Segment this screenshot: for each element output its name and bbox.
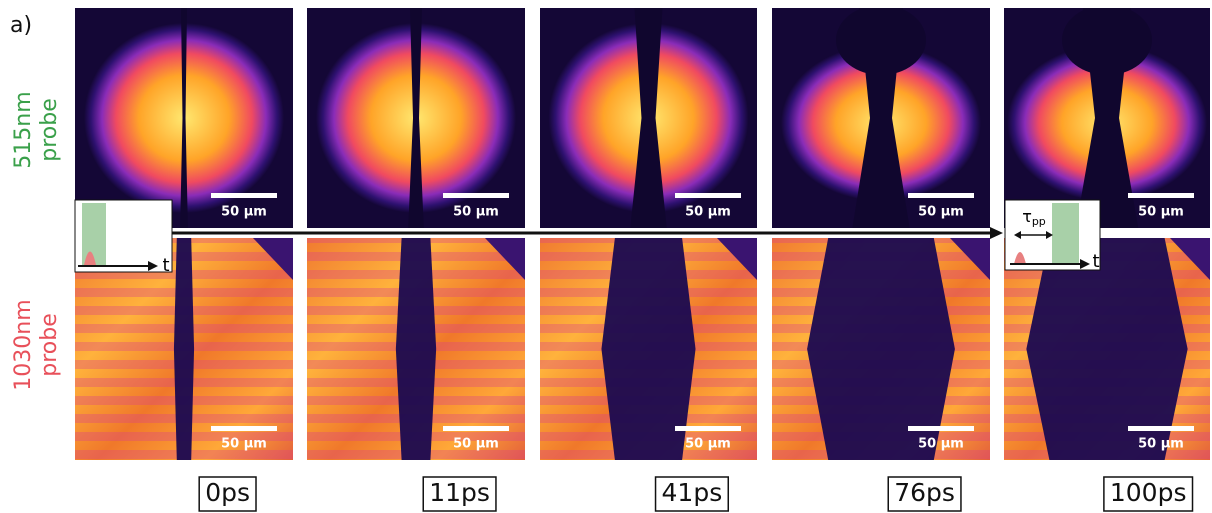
scale-bar <box>443 426 509 431</box>
probe-515-image: 50 µm <box>307 8 525 228</box>
probe-window <box>1052 203 1079 263</box>
scale-bar <box>211 193 277 198</box>
figure: a) 515nm probe 1030nm probe 50 µm 50 µm 50… <box>0 0 1212 513</box>
scale-bar <box>908 193 974 198</box>
time-label: 41ps <box>662 478 723 507</box>
scale-bar-label: 50 µm <box>453 437 499 452</box>
plasma-channel <box>174 238 194 460</box>
time-label: 100ps <box>1110 478 1187 507</box>
scale-bar-label: 50 µm <box>685 437 731 452</box>
row-wavelength: 515nm <box>11 91 36 168</box>
probe-1030-image: 50 µm <box>772 238 990 460</box>
dark-region <box>836 5 926 75</box>
probe-1030-image: 50 µm <box>540 238 757 460</box>
inset-left: t <box>75 200 172 276</box>
scale-bar-label: 50 µm <box>1138 205 1184 220</box>
axis-label: t <box>162 255 169 276</box>
panel-label: a) <box>10 13 32 38</box>
scale-bar-label: 50 µm <box>1138 437 1184 452</box>
scale-bar <box>1128 193 1194 198</box>
time-label: 0ps <box>205 478 250 507</box>
dark-region <box>1062 5 1152 75</box>
scale-bar <box>1128 426 1194 431</box>
scale-bar <box>908 426 974 431</box>
scale-bar-label: 50 µm <box>918 437 964 452</box>
scale-bar-label: 50 µm <box>221 205 267 220</box>
delay-symbol: τ <box>1022 207 1032 226</box>
scale-bar-label: 50 µm <box>685 205 731 220</box>
scale-bar <box>443 193 509 198</box>
time-label: 76ps <box>894 478 955 507</box>
row-name: probe <box>37 98 62 162</box>
axis-label: t <box>1092 251 1099 272</box>
scale-bar <box>211 426 277 431</box>
probe-515-image: 50 µm <box>75 8 293 228</box>
scale-bar-label: 50 µm <box>221 437 267 452</box>
probe-1030-image: 50 µm <box>307 238 525 460</box>
probe-1030-image: 50 µm <box>1004 238 1210 460</box>
arrow-head <box>990 227 1003 239</box>
scale-bar <box>675 426 741 431</box>
probe-515-image: 50 µm <box>540 8 757 228</box>
scale-bar-label: 50 µm <box>453 205 499 220</box>
delay-subscript: pp <box>1032 215 1046 228</box>
row-labels: 515nm probe 1030nm probe <box>11 91 62 390</box>
inset-right: t τpp <box>1005 200 1100 272</box>
probe-515-image: 50 µm <box>772 5 990 228</box>
row-wavelength: 1030nm <box>11 299 36 390</box>
probe-window <box>82 203 106 265</box>
row-name: probe <box>37 313 62 377</box>
scale-bar-label: 50 µm <box>918 205 964 220</box>
plasma-channel <box>396 238 436 460</box>
time-label: 11ps <box>429 478 490 507</box>
scale-bar <box>675 193 741 198</box>
probe-515-image: 50 µm <box>1004 5 1210 228</box>
time-labels: 0ps 11ps 41ps 76ps 100ps <box>199 477 1192 511</box>
